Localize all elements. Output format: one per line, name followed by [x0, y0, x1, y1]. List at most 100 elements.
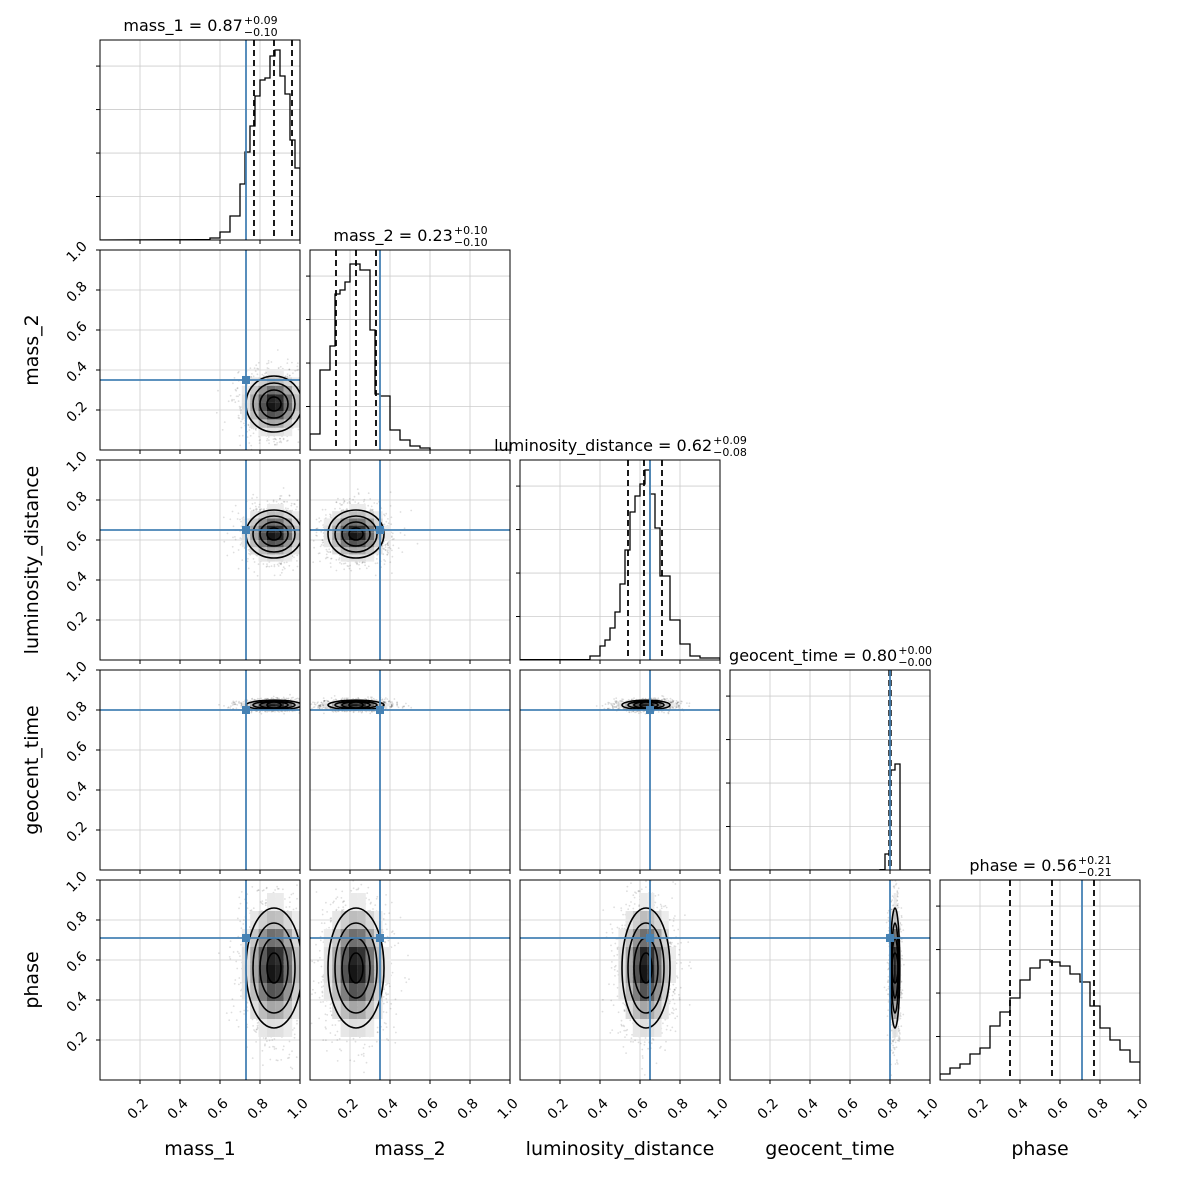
sample-point [317, 552, 320, 555]
sample-point [386, 543, 389, 545]
sample-point [370, 509, 373, 511]
sample-point [237, 567, 240, 570]
sample-point [234, 401, 237, 404]
sample-point [296, 554, 299, 557]
sample-point [403, 527, 406, 530]
sample-point [250, 444, 253, 447]
sample-point [304, 560, 306, 562]
sample-point [301, 399, 303, 401]
sample-point [260, 697, 262, 700]
sample-point [266, 563, 268, 565]
y-tick-label: 1.0 [64, 239, 91, 266]
sample-point [262, 374, 265, 377]
sample-point [304, 522, 306, 524]
sample-point [385, 543, 387, 546]
sample-point [237, 512, 240, 515]
sample-point [301, 399, 303, 401]
sample-point [315, 534, 317, 537]
sample-point [387, 544, 389, 547]
density-cell [275, 385, 284, 395]
sample-point [243, 422, 245, 425]
sample-point [302, 536, 304, 538]
sample-point [273, 574, 276, 577]
sample-point [222, 516, 225, 519]
sample-point [374, 574, 377, 577]
sample-point [343, 568, 346, 571]
density-cell [267, 540, 276, 548]
sample-point [288, 564, 291, 567]
sample-point [252, 558, 255, 560]
sample-point [300, 422, 302, 424]
sample-point [233, 377, 236, 379]
density-cell [374, 518, 383, 526]
sample-point [282, 566, 285, 569]
sample-point [340, 563, 343, 565]
sample-point [253, 367, 256, 370]
sample-point [324, 557, 327, 560]
sample-point [321, 541, 324, 544]
sample-point [357, 492, 360, 494]
sample-point [320, 544, 323, 546]
density-cell [258, 385, 267, 395]
y-tick-label: 0.4 [64, 359, 91, 386]
density-cell [292, 385, 300, 395]
sample-point [296, 362, 299, 365]
sample-point [285, 561, 288, 564]
sample-point [385, 520, 388, 523]
sample-point [369, 508, 372, 511]
sample-point [329, 551, 332, 553]
sample-point [223, 540, 226, 543]
sample-point [320, 519, 322, 522]
sample-point [258, 698, 261, 700]
sample-point [386, 553, 389, 556]
title-lower-error: −0.08 [713, 446, 747, 459]
histogram-luminosity_distance [520, 469, 720, 660]
sample-point [289, 374, 291, 377]
sample-point [270, 565, 273, 567]
sample-point [300, 522, 302, 524]
sample-point [274, 443, 276, 446]
sample-point [285, 509, 288, 511]
density-cell [283, 540, 293, 548]
sample-point [339, 507, 341, 510]
sample-point [257, 506, 260, 508]
sample-point [342, 508, 345, 511]
density-cell [349, 547, 358, 555]
panel-luminosity_distance-vs-mass_2 [300, 459, 511, 664]
sample-point [240, 412, 242, 415]
panel-mass_2-vs-mass_1: 0.20.40.60.81.0 [64, 239, 317, 454]
sample-point [311, 531, 313, 533]
sample-point [280, 562, 282, 565]
sample-point [293, 503, 295, 505]
sample-point [300, 419, 302, 421]
sample-point [240, 520, 242, 523]
density-cell [292, 540, 300, 548]
density-cell [340, 511, 349, 519]
sample-point [304, 548, 306, 550]
sample-point [239, 409, 242, 412]
sample-point [279, 563, 282, 565]
density-cell [301, 526, 309, 533]
sample-point [308, 412, 310, 414]
sample-point [241, 434, 244, 437]
histogram-mass_2 [310, 263, 431, 450]
sample-point [253, 561, 256, 563]
y-tick-label: 0.8 [64, 279, 91, 306]
sample-point [350, 569, 353, 572]
sample-point [321, 539, 324, 542]
sample-point [301, 396, 303, 398]
density-cell [283, 511, 293, 519]
sample-point [364, 561, 366, 564]
sample-point [232, 536, 234, 539]
sample-point [301, 524, 303, 526]
sample-point [390, 536, 393, 538]
sample-point [330, 514, 332, 516]
sample-point [315, 420, 317, 422]
sample-point [306, 533, 308, 535]
sample-point [384, 546, 387, 548]
sample-point [285, 452, 287, 454]
contour-level [266, 396, 282, 412]
sample-point [304, 417, 306, 419]
sample-point [288, 495, 291, 497]
sample-point [229, 394, 232, 397]
